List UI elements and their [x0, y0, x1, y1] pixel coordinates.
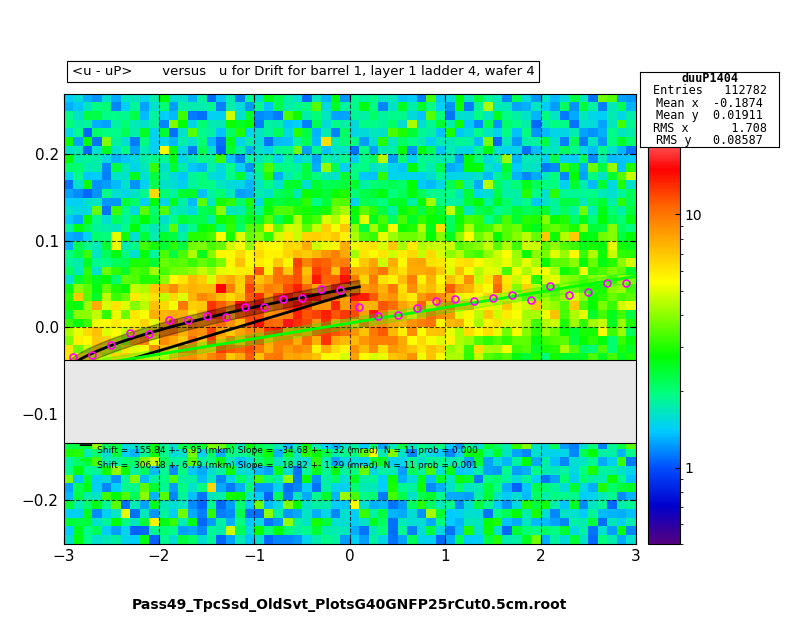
Text: —: —: [78, 438, 91, 451]
Text: Shift =  155.84 +- 6.95 (mkm) Slope =  -34.68 +- 1.32 (mrad)  N = 11 prob = 0.00: Shift = 155.84 +- 6.95 (mkm) Slope = -34…: [97, 446, 478, 455]
Bar: [64, 360, 636, 442]
Text: RMS y   0.08587: RMS y 0.08587: [656, 134, 763, 147]
Text: Mean y  0.01911: Mean y 0.01911: [656, 109, 763, 122]
Text: Mean x  -0.1874: Mean x -0.1874: [656, 97, 763, 109]
Text: duuP1404: duuP1404: [681, 72, 738, 84]
Text: —: —: [78, 453, 91, 467]
Text: <u - uP>       versus   u for Drift for barrel 1, layer 1 ladder 4, wafer 4: <u - uP> versus u for Drift for barrel 1…: [72, 65, 534, 78]
Text: RMS x      1.708: RMS x 1.708: [653, 122, 766, 134]
Text: Entries   112782: Entries 112782: [653, 84, 766, 97]
Text: 0: 0: [684, 75, 693, 89]
Text: Pass49_TpcSsd_OldSvt_PlotsG40GNFP25rCut0.5cm.root: Pass49_TpcSsd_OldSvt_PlotsG40GNFP25rCut0…: [132, 599, 568, 612]
Text: Shift =  306.18 +- 6.79 (mkm) Slope =   18.82 +- 1.29 (mrad)  N = 11 prob = 0.00: Shift = 306.18 +- 6.79 (mkm) Slope = 18.…: [97, 461, 478, 471]
